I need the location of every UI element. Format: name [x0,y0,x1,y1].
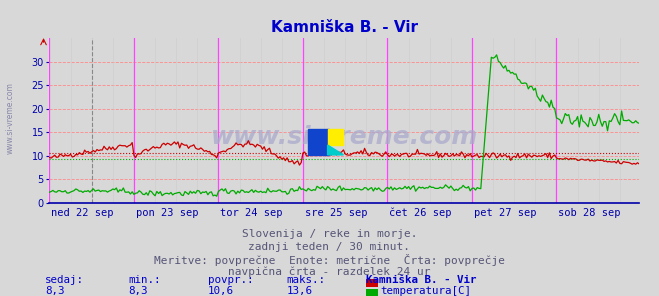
Text: 8,3: 8,3 [45,286,65,296]
Text: sob 28 sep: sob 28 sep [558,207,621,218]
Text: navpična črta - razdelek 24 ur: navpična črta - razdelek 24 ur [228,267,431,277]
Text: tor 24 sep: tor 24 sep [220,207,283,218]
Text: pet 27 sep: pet 27 sep [474,207,536,218]
Text: čet 26 sep: čet 26 sep [389,207,451,218]
Text: 10,6: 10,6 [208,286,233,296]
Bar [308,129,330,155]
Text: sre 25 sep: sre 25 sep [304,207,367,218]
Text: www.si-vreme.com: www.si-vreme.com [211,125,478,149]
Text: temperatura[C]: temperatura[C] [380,286,471,296]
Text: Meritve: povprečne  Enote: metrične  Črta: povprečje: Meritve: povprečne Enote: metrične Črta:… [154,254,505,266]
Text: sedaj:: sedaj: [45,275,84,285]
Text: Kamniška B. - Vir: Kamniška B. - Vir [366,275,476,285]
Polygon shape [328,145,343,155]
Bar [328,129,343,145]
Text: Slovenija / reke in morje.: Slovenija / reke in morje. [242,229,417,239]
Text: pon 23 sep: pon 23 sep [136,207,198,218]
Text: 13,6: 13,6 [287,286,312,296]
Text: zadnji teden / 30 minut.: zadnji teden / 30 minut. [248,242,411,252]
Text: min.:: min.: [129,275,161,285]
Text: www.si-vreme.com: www.si-vreme.com [5,83,14,154]
Text: maks.:: maks.: [287,275,326,285]
Text: 8,3: 8,3 [129,286,148,296]
Text: ned 22 sep: ned 22 sep [51,207,114,218]
Text: povpr.:: povpr.: [208,275,253,285]
Title: Kamniška B. - Vir: Kamniška B. - Vir [271,20,418,35]
